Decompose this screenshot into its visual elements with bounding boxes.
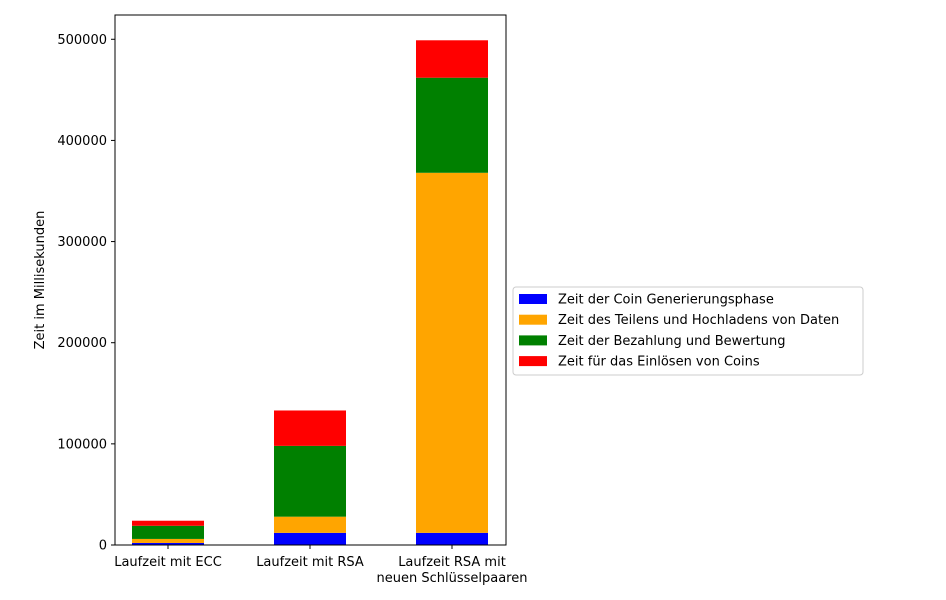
- bar-segment-series3-cat1: [274, 410, 346, 446]
- legend-swatch: [519, 314, 547, 325]
- bar-segment-series3-cat0: [132, 520, 204, 526]
- legend-label: Zeit der Coin Generierungsphase: [558, 293, 774, 308]
- y-tick-label: 300000: [57, 235, 107, 250]
- bar-segment-series2-cat2: [416, 77, 488, 173]
- legend-label: Zeit für das Einlösen von Coins: [558, 355, 760, 370]
- bar-segment-series1-cat2: [416, 172, 488, 533]
- bar-segment-series1-cat1: [274, 516, 346, 533]
- legend-swatch: [519, 335, 547, 346]
- y-tick-label: 400000: [57, 134, 107, 149]
- bar-segment-series2-cat0: [132, 525, 204, 539]
- y-tick-label: 200000: [57, 336, 107, 351]
- y-tick-label: 0: [99, 539, 107, 554]
- legend-swatch: [519, 294, 547, 304]
- y-tick-label: 500000: [57, 33, 107, 48]
- bars-layer: [132, 40, 488, 545]
- y-tick-label: 100000: [57, 437, 107, 452]
- y-axis-label: Zeit im Millisekunden: [33, 211, 48, 350]
- bar-segment-series3-cat2: [416, 40, 488, 78]
- bar-segment-series0-cat0: [132, 542, 204, 545]
- bar-segment-series1-cat0: [132, 538, 204, 543]
- x-tick-label: Laufzeit RSA mit neuen Schlüsselpaaren: [377, 555, 528, 586]
- legend: Zeit der Coin Generierungsphase Zeit des …: [512, 286, 864, 376]
- legend-label: Zeit des Teilens und Hochladens von Date…: [558, 313, 839, 328]
- bar-segment-series0-cat1: [274, 532, 346, 545]
- bar-segment-series2-cat1: [274, 445, 346, 517]
- x-tick-label: Laufzeit mit ECC: [114, 555, 222, 570]
- bar-segment-series0-cat2: [416, 532, 488, 545]
- y-axis-ticks: 0 100000 200000 300000 400000 500000: [57, 33, 115, 554]
- legend-swatch: [519, 356, 547, 367]
- x-tick-label: Laufzeit mit RSA: [256, 555, 364, 570]
- legend-frame: [512, 286, 864, 376]
- legend-label: Zeit der Bezahlung und Bewertung: [558, 334, 785, 349]
- x-axis-ticks: Laufzeit mit ECC Laufzeit mit RSA Laufzeit…: [114, 545, 527, 586]
